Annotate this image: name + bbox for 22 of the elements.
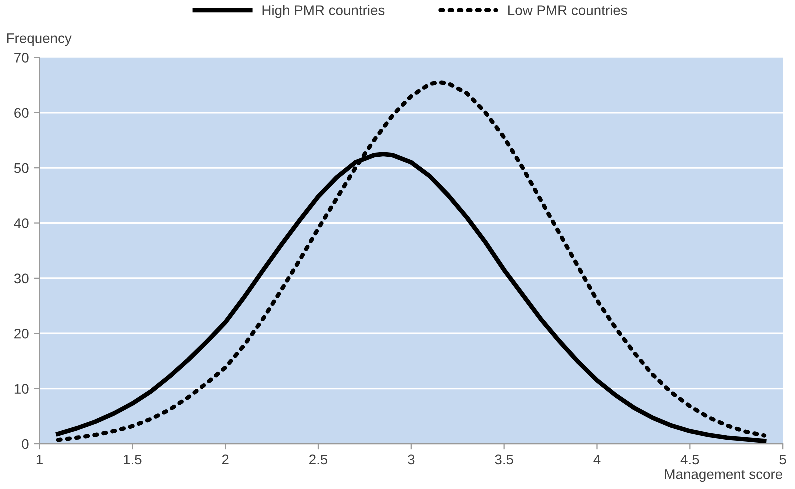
y-tick-label: 20	[14, 328, 29, 339]
x-tick-label: 3	[408, 454, 415, 465]
x-tick-label: 4	[594, 454, 601, 464]
y-tick-label: 0	[22, 439, 29, 450]
x-tick-label: 2	[222, 454, 229, 464]
x-tick-label: 4.5	[680, 454, 700, 465]
legend-label: Low PMR countries	[508, 5, 628, 16]
y-tick-label: 50	[14, 163, 29, 174]
line-series	[56, 80, 767, 442]
x-tick-label: 2.5	[310, 454, 328, 465]
x-tick-label: 5	[780, 454, 786, 465]
legend-label: High PMR countries	[262, 5, 385, 18]
y-tick-label: 60	[14, 108, 29, 118]
x-tick-label: 1	[36, 454, 43, 464]
y-tick-label: 30	[14, 274, 29, 284]
y-tick-label: 10	[14, 384, 29, 394]
x-axis-title: Management score	[665, 470, 782, 482]
x-tick-label: 1.5	[124, 454, 142, 465]
y-tick-label: 40	[14, 218, 29, 228]
y-tick-label: 70	[14, 53, 29, 63]
y-axis-title: Frequency	[7, 34, 72, 46]
x-tick-label: 3.5	[495, 454, 514, 465]
